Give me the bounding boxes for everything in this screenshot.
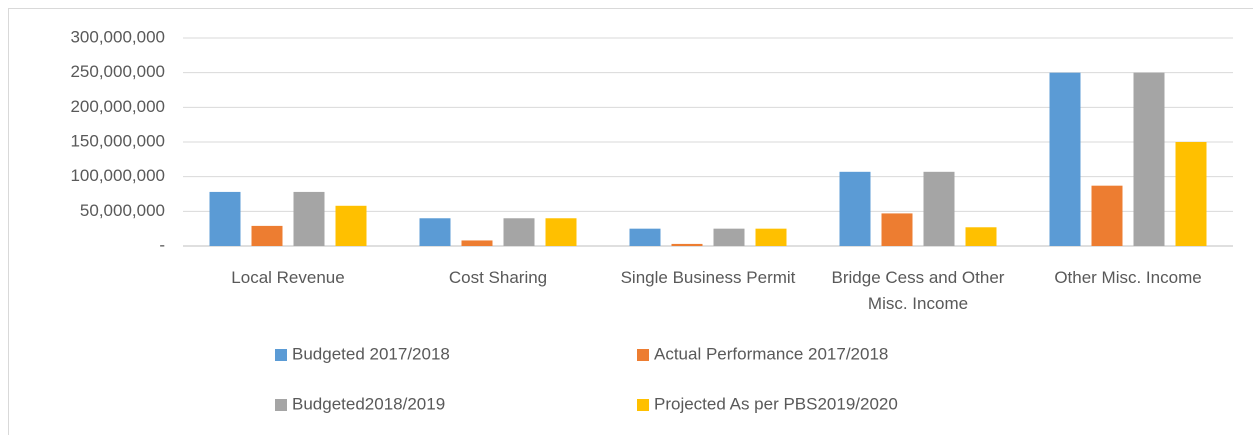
x-tick-label: Bridge Cess and Other Misc. Income	[831, 268, 1005, 313]
bar	[1049, 72, 1081, 247]
bar	[545, 218, 577, 246]
bar	[839, 171, 871, 246]
bar	[1091, 185, 1123, 246]
bar	[503, 218, 535, 246]
legend-swatch	[275, 399, 287, 411]
bar	[671, 243, 703, 246]
legend-label: Budgeted2018/2019	[292, 394, 445, 413]
bar	[881, 213, 913, 246]
y-tick-label: -	[159, 235, 165, 254]
bar	[419, 218, 451, 246]
bar	[923, 171, 955, 246]
bar	[713, 228, 745, 246]
bar	[209, 191, 241, 246]
chart-frame	[8, 8, 1253, 435]
x-tick-label: Cost Sharing	[448, 268, 548, 287]
bar	[1175, 142, 1207, 246]
legend-label: Budgeted 2017/2018	[292, 344, 450, 363]
y-tick-label: 200,000,000	[70, 97, 165, 116]
bar	[629, 228, 661, 246]
legend-label: Actual Performance 2017/2018	[654, 344, 888, 363]
legend-swatch	[637, 349, 649, 361]
x-tick-label: Single Business Permit	[620, 268, 796, 287]
y-tick-label: 150,000,000	[70, 131, 165, 150]
legend-label: Projected As per PBS2019/2020	[654, 394, 898, 413]
legend-swatch	[637, 399, 649, 411]
y-tick-label: 300,000,000	[70, 27, 165, 46]
bar	[1133, 72, 1165, 247]
bar	[965, 227, 997, 246]
bar	[251, 225, 283, 246]
y-tick-label: 50,000,000	[80, 201, 165, 220]
y-tick-label: 100,000,000	[70, 166, 165, 185]
bar	[755, 228, 787, 246]
x-tick-label: Other Misc. Income	[1054, 268, 1202, 287]
bar	[293, 191, 325, 246]
bar	[461, 240, 493, 246]
bar	[335, 205, 367, 246]
x-tick-label: Local Revenue	[231, 268, 345, 287]
legend-swatch	[275, 349, 287, 361]
y-tick-label: 250,000,000	[70, 62, 165, 81]
